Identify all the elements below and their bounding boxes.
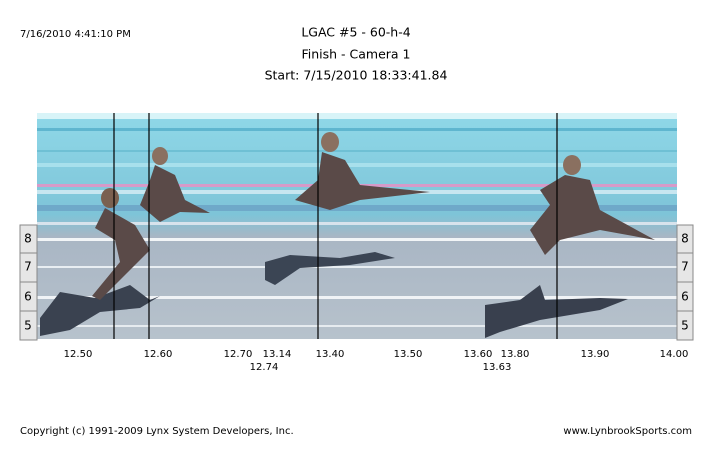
lane-number: 8 [24, 232, 32, 246]
website: www.LynbrookSports.com [563, 426, 692, 437]
time-label: 12.70 [224, 349, 253, 360]
time-label: 14.00 [660, 349, 689, 360]
race-title: LGAC #5 - 60-h-4 [301, 25, 410, 40]
time-label: 13.50 [394, 349, 423, 360]
time-label: 12.50 [64, 349, 93, 360]
time-label: 13.80 [501, 349, 530, 360]
lane-number: 6 [681, 290, 689, 304]
lane-markers-left: 8 7 6 5 [19, 224, 38, 341]
lane-number: 7 [681, 260, 689, 274]
lane-number: 5 [24, 319, 32, 333]
lane-number: 6 [24, 290, 32, 304]
time-label: 13.60 [464, 349, 493, 360]
lane-markers-right: 8 7 6 5 [676, 224, 694, 341]
finish-image [37, 113, 677, 339]
camera-label: Finish - Camera 1 [301, 47, 410, 62]
time-label: 12.60 [144, 349, 173, 360]
time-scale: 12.50 12.60 12.70 13.14 13.40 13.50 13.6… [64, 349, 689, 373]
time-label: 13.63 [483, 362, 512, 373]
lane-number: 8 [681, 232, 689, 246]
lane-number: 7 [24, 260, 32, 274]
time-label: 13.90 [581, 349, 610, 360]
time-label: 13.14 [263, 349, 292, 360]
start-time: Start: 7/15/2010 18:33:41.84 [265, 68, 448, 83]
time-label: 13.40 [316, 349, 345, 360]
copyright: Copyright (c) 1991-2009 Lynx System Deve… [20, 426, 294, 437]
lane-number: 5 [681, 319, 689, 333]
timestamp: 7/16/2010 4:41:10 PM [20, 29, 131, 40]
time-label: 12.74 [250, 362, 279, 373]
